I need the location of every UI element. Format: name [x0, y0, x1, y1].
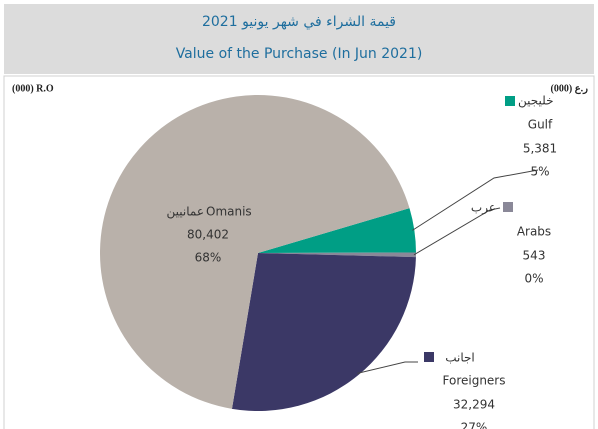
chart-subtitle: Value of the Purchase (In Jun 2021)	[176, 46, 423, 62]
category-label: Foreigners	[443, 374, 506, 388]
value-label: 32,294	[453, 398, 495, 412]
legend-swatch	[503, 202, 513, 212]
leader-line	[413, 207, 501, 256]
category-label: Omanis	[206, 205, 252, 219]
value-label: 543	[523, 249, 546, 263]
value-label: 80,402	[187, 228, 229, 242]
pie-slice	[258, 208, 416, 253]
legend-swatch	[424, 352, 434, 362]
category-label: Arabs	[517, 225, 551, 239]
category-label: اجانب	[445, 351, 475, 365]
percent-label: 0%	[524, 272, 543, 286]
percent-label: 68%	[195, 251, 222, 265]
unit-label: (000) ر.ع	[551, 83, 589, 94]
percent-label: 27%	[461, 421, 488, 429]
pie-slice	[258, 252, 416, 258]
category-label: عمانيين	[167, 205, 204, 220]
unit-label: (000) R.O	[12, 83, 54, 94]
pie-slice	[100, 95, 410, 409]
leader-line	[412, 169, 539, 231]
category-label: Gulf	[528, 118, 553, 132]
category-label: عرب	[471, 201, 496, 216]
value-label: 5,381	[523, 142, 557, 156]
pie-slice	[231, 253, 416, 412]
leader-line	[357, 361, 418, 374]
legend-swatch	[505, 96, 515, 106]
chart-frame	[3, 75, 595, 429]
chart-title: قيمة الشراء في شهر يونيو 2021	[202, 14, 396, 30]
header-band	[4, 4, 594, 74]
category-label: خليجين	[518, 94, 554, 109]
percent-label: 5%	[530, 165, 549, 179]
